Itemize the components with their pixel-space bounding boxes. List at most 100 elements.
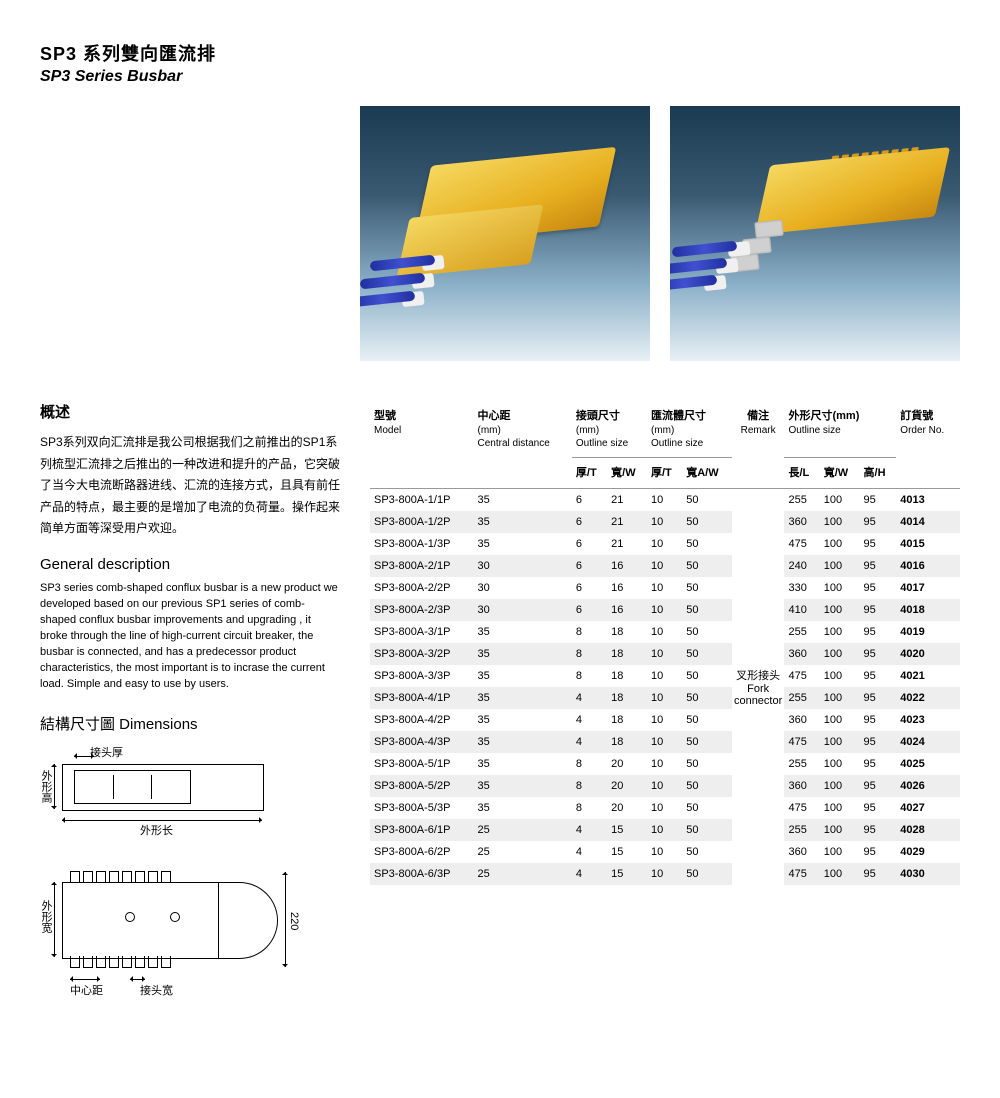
cell-model: SP3-800A-1/1P [370, 489, 474, 512]
cell-l: 410 [784, 599, 819, 621]
table-header: 型號 Model 中心距 (mm) Central distance 接頭尺寸 … [370, 401, 960, 489]
cell-bw: 50 [682, 819, 732, 841]
cell-jt: 4 [572, 819, 607, 841]
cell-h: 95 [860, 819, 897, 841]
cell-l: 475 [784, 731, 819, 753]
title-chinese: SP3 系列雙向匯流排 [40, 40, 960, 66]
cell-w: 100 [820, 489, 860, 512]
cell-w: 100 [820, 753, 860, 775]
cell-jt: 4 [572, 709, 607, 731]
cell-h: 95 [860, 775, 897, 797]
th-model: 型號 Model [370, 401, 474, 489]
content-row: 概述 SP3系列双向汇流排是我公司根据我们之前推出的SP1系列梳型汇流排之后推出… [40, 401, 960, 1002]
cell-model: SP3-800A-3/3P [370, 665, 474, 687]
cell-order: 4016 [896, 555, 960, 577]
overview-heading-cn: 概述 [40, 401, 340, 422]
cell-order: 4030 [896, 863, 960, 885]
cell-cd: 35 [474, 797, 572, 819]
cell-bw: 50 [682, 489, 732, 512]
cell-bw: 50 [682, 555, 732, 577]
cell-order: 4017 [896, 577, 960, 599]
cell-jw: 21 [607, 533, 647, 555]
cell-bt: 10 [647, 533, 682, 555]
cell-cd: 30 [474, 555, 572, 577]
cell-jt: 8 [572, 621, 607, 643]
cell-model: SP3-800A-2/3P [370, 599, 474, 621]
cell-bt: 10 [647, 709, 682, 731]
cell-bw: 50 [682, 775, 732, 797]
cell-bt: 10 [647, 599, 682, 621]
cell-h: 95 [860, 731, 897, 753]
cell-cd: 25 [474, 863, 572, 885]
cell-model: SP3-800A-6/2P [370, 841, 474, 863]
cell-jt: 8 [572, 643, 607, 665]
cell-bt: 10 [647, 555, 682, 577]
th-outline-l: 長/L [784, 458, 819, 489]
dimension-drawing: 接头厚 外形高 外形长 外形宽 中心距 接头宽 [40, 746, 300, 1002]
cell-cd: 30 [474, 599, 572, 621]
cell-cd: 25 [474, 819, 572, 841]
th-remark: 備注 Remark [732, 401, 785, 489]
cell-w: 100 [820, 731, 860, 753]
cell-bw: 50 [682, 643, 732, 665]
cell-jt: 6 [572, 577, 607, 599]
th-joint-t: 厚/T [572, 458, 607, 489]
cell-jw: 15 [607, 863, 647, 885]
cell-model: SP3-800A-2/1P [370, 555, 474, 577]
cell-bw: 50 [682, 753, 732, 775]
table-row: SP3-800A-1/2P 35 6 21 10 50 360 100 95 4… [370, 511, 960, 533]
cell-w: 100 [820, 555, 860, 577]
cell-l: 360 [784, 709, 819, 731]
cell-cd: 35 [474, 731, 572, 753]
cell-order: 4022 [896, 687, 960, 709]
cell-l: 255 [784, 621, 819, 643]
cell-order: 4025 [896, 753, 960, 775]
cell-bw: 50 [682, 533, 732, 555]
th-order: 訂貨號 Order No. [896, 401, 960, 489]
table-row: SP3-800A-1/3P 35 6 21 10 50 475 100 95 4… [370, 533, 960, 555]
cell-bt: 10 [647, 511, 682, 533]
th-joint-w: 寬/W [607, 458, 647, 489]
dim-label-height: 外形高 [38, 770, 54, 803]
cell-bt: 10 [647, 731, 682, 753]
table-row: SP3-800A-4/2P 35 4 18 10 50 360 100 95 4… [370, 709, 960, 731]
cell-jw: 15 [607, 819, 647, 841]
cell-cd: 35 [474, 775, 572, 797]
table-body: SP3-800A-1/1P 35 6 21 10 50 叉形接头 Fork co… [370, 489, 960, 886]
cell-w: 100 [820, 863, 860, 885]
table-row: SP3-800A-3/1P 35 8 18 10 50 255 100 95 4… [370, 621, 960, 643]
th-busbar-t: 厚/T [647, 458, 682, 489]
cell-bw: 50 [682, 797, 732, 819]
cell-model: SP3-800A-2/2P [370, 577, 474, 599]
cell-bt: 10 [647, 775, 682, 797]
cell-cd: 35 [474, 709, 572, 731]
dim-label-width: 外形宽 [38, 900, 54, 933]
cell-l: 475 [784, 665, 819, 687]
table-row: SP3-800A-6/2P 25 4 15 10 50 360 100 95 4… [370, 841, 960, 863]
overview-heading-en: General description [40, 556, 340, 573]
cell-h: 95 [860, 643, 897, 665]
overview-body-en: SP3 series comb-shaped conflux busbar is… [40, 581, 340, 693]
cell-jt: 8 [572, 753, 607, 775]
cell-bw: 50 [682, 621, 732, 643]
cell-jw: 20 [607, 775, 647, 797]
cell-bt: 10 [647, 841, 682, 863]
cell-l: 255 [784, 489, 819, 512]
cell-cd: 25 [474, 841, 572, 863]
cell-l: 475 [784, 797, 819, 819]
table-row: SP3-800A-2/3P 30 6 16 10 50 410 100 95 4… [370, 599, 960, 621]
cell-h: 95 [860, 841, 897, 863]
cell-order: 4015 [896, 533, 960, 555]
cell-remark: 叉形接头 Fork connector [732, 489, 785, 886]
cell-h: 95 [860, 511, 897, 533]
cell-w: 100 [820, 599, 860, 621]
table-row: SP3-800A-1/1P 35 6 21 10 50 叉形接头 Fork co… [370, 489, 960, 512]
cell-h: 95 [860, 577, 897, 599]
cell-l: 360 [784, 511, 819, 533]
cell-l: 475 [784, 533, 819, 555]
overview-body-cn: SP3系列双向汇流排是我公司根据我们之前推出的SP1系列梳型汇流排之后推出的一种… [40, 432, 340, 540]
dim-label-220: 220 [288, 912, 300, 930]
cell-model: SP3-800A-6/3P [370, 863, 474, 885]
product-image-open [670, 106, 960, 361]
cell-jw: 18 [607, 665, 647, 687]
